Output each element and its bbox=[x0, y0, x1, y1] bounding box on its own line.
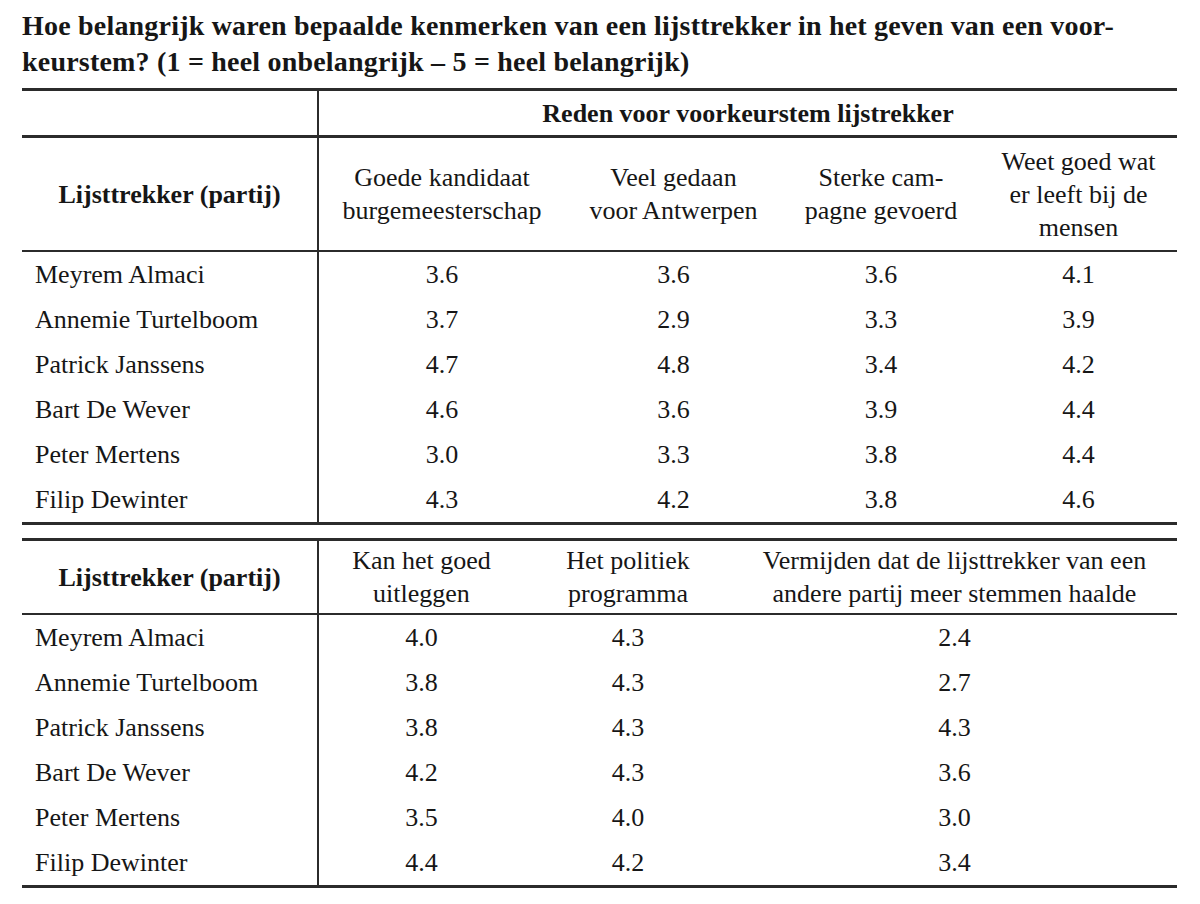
cell-value: 3.6 bbox=[565, 251, 782, 297]
cell-value: 4.4 bbox=[980, 432, 1177, 477]
cell-value: 3.4 bbox=[782, 342, 980, 387]
cell-value: 3.8 bbox=[782, 477, 980, 524]
cell-value: 3.5 bbox=[318, 795, 524, 840]
page-title: Hoe belangrijk waren bepaalde kenmerken … bbox=[22, 8, 1178, 80]
cell-value: 4.0 bbox=[524, 795, 732, 840]
table-row: Annemie Turtelboom 3.8 4.3 2.7 bbox=[22, 660, 1177, 705]
row-name: Peter Mertens bbox=[22, 795, 318, 840]
cell-value: 3.9 bbox=[782, 387, 980, 432]
cell-value: 2.4 bbox=[732, 614, 1177, 660]
row-name: Filip Dewinter bbox=[22, 477, 318, 524]
column-header-row: Lijsttrekker (partij) Goede kandidaat bu… bbox=[22, 137, 1177, 252]
column-header-sterke-campagne: Sterke cam- pagne gevoerd bbox=[782, 137, 980, 252]
table-row: Bart De Wever 4.2 4.3 3.6 bbox=[22, 750, 1177, 795]
column-header-weet-goed: Weet goed wat er leeft bij de mensen bbox=[980, 137, 1177, 252]
cell-value: 3.6 bbox=[565, 387, 782, 432]
cell-value: 4.3 bbox=[524, 750, 732, 795]
table-reden-voorkeurstem: Reden voor voorkeurstem lijstrekker Lijs… bbox=[22, 88, 1177, 525]
row-header-label: Lijsttrekker (partij) bbox=[22, 137, 318, 252]
table-row: Meyrem Almaci 4.0 4.3 2.4 bbox=[22, 614, 1177, 660]
column-header-politiek-programma: Het politiek programma bbox=[524, 540, 732, 615]
cell-value: 3.3 bbox=[782, 297, 980, 342]
cell-value: 3.6 bbox=[318, 251, 565, 297]
empty-corner-cell bbox=[22, 90, 318, 137]
cell-value: 4.3 bbox=[524, 660, 732, 705]
row-name: Patrick Janssens bbox=[22, 342, 318, 387]
cell-value: 4.3 bbox=[524, 614, 732, 660]
column-header-veel-gedaan: Veel gedaan voor Antwerpen bbox=[565, 137, 782, 252]
row-name: Meyrem Almaci bbox=[22, 251, 318, 297]
row-name: Bart De Wever bbox=[22, 750, 318, 795]
table-row: Filip Dewinter 4.4 4.2 3.4 bbox=[22, 840, 1177, 887]
row-name: Filip Dewinter bbox=[22, 840, 318, 887]
cell-value: 3.0 bbox=[732, 795, 1177, 840]
cell-value: 4.2 bbox=[524, 840, 732, 887]
column-header-kan-uitleggen: Kan het goed uitleggen bbox=[318, 540, 524, 615]
table-row: Bart De Wever 4.6 3.6 3.9 4.4 bbox=[22, 387, 1177, 432]
cell-value: 4.2 bbox=[980, 342, 1177, 387]
cell-value: 3.0 bbox=[318, 432, 565, 477]
document-page: Hoe belangrijk waren bepaalde kenmerken … bbox=[0, 0, 1200, 888]
row-header-label: Lijsttrekker (partij) bbox=[22, 540, 318, 615]
column-header-goede-kandidaat: Goede kandidaat burgemeesterschap bbox=[318, 137, 565, 252]
cell-value: 3.6 bbox=[732, 750, 1177, 795]
cell-value: 4.2 bbox=[318, 750, 524, 795]
cell-value: 4.8 bbox=[565, 342, 782, 387]
column-header-row: Lijsttrekker (partij) Kan het goed uitle… bbox=[22, 540, 1177, 615]
table-row: Filip Dewinter 4.3 4.2 3.8 4.6 bbox=[22, 477, 1177, 524]
cell-value: 4.3 bbox=[732, 705, 1177, 750]
table-row: Patrick Janssens 3.8 4.3 4.3 bbox=[22, 705, 1177, 750]
cell-value: 3.8 bbox=[318, 705, 524, 750]
span-header-row: Reden voor voorkeurstem lijstrekker bbox=[22, 90, 1177, 137]
row-name: Meyrem Almaci bbox=[22, 614, 318, 660]
row-name: Bart De Wever bbox=[22, 387, 318, 432]
cell-value: 4.4 bbox=[980, 387, 1177, 432]
row-name: Peter Mertens bbox=[22, 432, 318, 477]
span-header: Reden voor voorkeurstem lijstrekker bbox=[318, 90, 1177, 137]
cell-value: 2.9 bbox=[565, 297, 782, 342]
cell-value: 4.1 bbox=[980, 251, 1177, 297]
table-row: Peter Mertens 3.0 3.3 3.8 4.4 bbox=[22, 432, 1177, 477]
cell-value: 4.3 bbox=[318, 477, 565, 524]
cell-value: 3.8 bbox=[782, 432, 980, 477]
row-name: Annemie Turtelboom bbox=[22, 297, 318, 342]
table-row: Meyrem Almaci 3.6 3.6 3.6 4.1 bbox=[22, 251, 1177, 297]
cell-value: 4.4 bbox=[318, 840, 524, 887]
cell-value: 3.9 bbox=[980, 297, 1177, 342]
cell-value: 4.6 bbox=[318, 387, 565, 432]
cell-value: 4.6 bbox=[980, 477, 1177, 524]
cell-value: 4.0 bbox=[318, 614, 524, 660]
table-row: Annemie Turtelboom 3.7 2.9 3.3 3.9 bbox=[22, 297, 1177, 342]
row-name: Patrick Janssens bbox=[22, 705, 318, 750]
cell-value: 4.3 bbox=[524, 705, 732, 750]
cell-value: 3.4 bbox=[732, 840, 1177, 887]
cell-value: 3.8 bbox=[318, 660, 524, 705]
table-overige-redenen: Lijsttrekker (partij) Kan het goed uitle… bbox=[22, 538, 1177, 888]
table-row: Peter Mertens 3.5 4.0 3.0 bbox=[22, 795, 1177, 840]
cell-value: 2.7 bbox=[732, 660, 1177, 705]
cell-value: 3.6 bbox=[782, 251, 980, 297]
row-name: Annemie Turtelboom bbox=[22, 660, 318, 705]
cell-value: 3.3 bbox=[565, 432, 782, 477]
cell-value: 4.2 bbox=[565, 477, 782, 524]
column-header-vermijden: Vermijden dat de lijsttrekker van een an… bbox=[732, 540, 1177, 615]
table-row: Patrick Janssens 4.7 4.8 3.4 4.2 bbox=[22, 342, 1177, 387]
cell-value: 3.7 bbox=[318, 297, 565, 342]
cell-value: 4.7 bbox=[318, 342, 565, 387]
